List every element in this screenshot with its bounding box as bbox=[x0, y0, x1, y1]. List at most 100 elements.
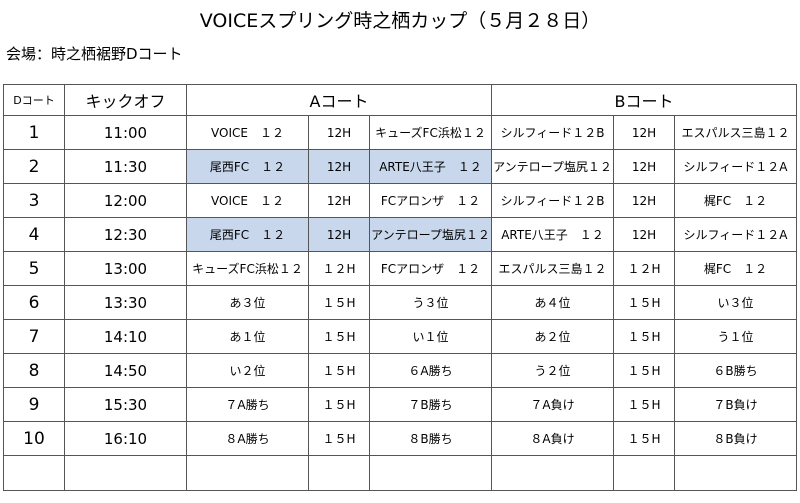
venue-label: 会場：時之栖裾野Dコート bbox=[6, 45, 183, 63]
a-court-category: 12H bbox=[308, 115, 370, 150]
table-row: 4 12:30 尾西FC １２ 12H アンテロープ塩尻１２ ARTE八王子 １２ 12H シ… bbox=[3, 217, 798, 252]
a-court-category: １５H bbox=[308, 353, 370, 388]
empty-cell bbox=[3, 455, 65, 491]
kickoff-time: 11:00 bbox=[64, 115, 187, 150]
kickoff-time: 15:30 bbox=[64, 387, 187, 422]
b-court-away-team: 梶FC １２ bbox=[673, 183, 798, 218]
a-court-category: １５H bbox=[308, 319, 370, 354]
b-court-category: 12H bbox=[613, 183, 675, 218]
a-court-away-team: FCアロンザ １２ bbox=[369, 251, 492, 286]
a-court-category: １５H bbox=[308, 387, 370, 422]
schedule-body: 1 11:00 VOICE １２ 12H キューズFC浜松１２ シルフィード１２B 12H エ… bbox=[3, 115, 798, 491]
a-court-home-team: VOICE １２ bbox=[186, 115, 309, 150]
b-court-category: １２H bbox=[613, 251, 675, 286]
b-court-away-team: シルフィード１２A bbox=[673, 149, 798, 184]
b-court-away-team: い３位 bbox=[673, 285, 798, 320]
b-court-away-team: ６B勝ち bbox=[673, 353, 798, 388]
kickoff-time: 12:00 bbox=[64, 183, 187, 218]
b-court-home-team: う２位 bbox=[491, 353, 614, 388]
b-court-away-team: シルフィード１２A bbox=[673, 217, 798, 252]
a-court-away-team: う３位 bbox=[369, 285, 492, 320]
a-court-home-team: 尾西FC １２ bbox=[186, 217, 309, 252]
header-b-court: Bコート bbox=[490, 84, 798, 116]
a-court-home-team: い２位 bbox=[186, 353, 309, 388]
b-court-home-team: ８A負け bbox=[491, 421, 614, 456]
table-row: 5 13:00 キューズFC浜松１２ １２H FCアロンザ １２ エスパルス三島１２ １２H… bbox=[3, 251, 798, 286]
a-court-home-team: ７A勝ち bbox=[186, 387, 309, 422]
table-header-row: Dコート キックオフ Aコート Bコート bbox=[3, 84, 798, 116]
kickoff-time: 14:50 bbox=[64, 353, 187, 388]
a-court-category: １２H bbox=[308, 251, 370, 286]
a-court-away-team: ７B勝ち bbox=[369, 387, 492, 422]
empty-row bbox=[3, 455, 798, 491]
empty-cell bbox=[369, 455, 492, 491]
header-court: Dコート bbox=[3, 84, 65, 116]
a-court-away-team: ６A勝ち bbox=[369, 353, 492, 388]
a-court-category: 12H bbox=[308, 149, 370, 184]
header-kickoff: キックオフ bbox=[64, 84, 187, 116]
b-court-home-team: ７A負け bbox=[491, 387, 614, 422]
a-court-home-team: ８A勝ち bbox=[186, 421, 309, 456]
header-a-court: Aコート bbox=[186, 84, 492, 116]
match-number: 6 bbox=[3, 285, 65, 320]
a-court-away-team: キューズFC浜松１２ bbox=[369, 115, 492, 150]
table-row: 2 11:30 尾西FC １２ 12H ARTE八王子 １２ アンテロープ塩尻１２ 12H シ… bbox=[3, 149, 798, 184]
b-court-home-team: あ２位 bbox=[491, 319, 614, 354]
a-court-away-team: アンテロープ塩尻１２ bbox=[369, 217, 492, 252]
table-row: 3 12:00 VOICE １２ 12H FCアロンザ １２ シルフィード１２B 12H 梶F… bbox=[3, 183, 798, 218]
table-row: 6 13:30 あ３位 １５H う３位 あ４位 １５H い３位 bbox=[3, 285, 798, 320]
a-court-home-team: 尾西FC １２ bbox=[186, 149, 309, 184]
kickoff-time: 11:30 bbox=[64, 149, 187, 184]
a-court-away-team: ８B勝ち bbox=[369, 421, 492, 456]
a-court-category: 12H bbox=[308, 217, 370, 252]
page-title: VOICEスプリング時之栖カップ（５月２８日） bbox=[199, 10, 601, 32]
b-court-away-team: ８B負け bbox=[673, 421, 798, 456]
match-number: 4 bbox=[3, 217, 65, 252]
empty-cell bbox=[186, 455, 309, 491]
b-court-category: １５H bbox=[613, 285, 675, 320]
b-court-home-team: シルフィード１２B bbox=[491, 115, 614, 150]
table-row: 10 16:10 ８A勝ち １５H ８B勝ち ８A負け １５H ８B負け bbox=[3, 421, 798, 456]
b-court-home-team: ARTE八王子 １２ bbox=[491, 217, 614, 252]
match-number: 2 bbox=[3, 149, 65, 184]
a-court-category: 12H bbox=[308, 183, 370, 218]
kickoff-time: 13:30 bbox=[64, 285, 187, 320]
empty-cell bbox=[673, 455, 798, 491]
empty-cell bbox=[491, 455, 614, 491]
b-court-home-team: シルフィード１２B bbox=[491, 183, 614, 218]
b-court-category: １５H bbox=[613, 421, 675, 456]
a-court-away-team: ARTE八王子 １２ bbox=[369, 149, 492, 184]
match-number: 3 bbox=[3, 183, 65, 218]
a-court-category: １５H bbox=[308, 421, 370, 456]
table-row: 9 15:30 ７A勝ち １５H ７B勝ち ７A負け １５H ７B負け bbox=[3, 387, 798, 422]
b-court-category: １５H bbox=[613, 319, 675, 354]
kickoff-time: 12:30 bbox=[64, 217, 187, 252]
a-court-home-team: キューズFC浜松１２ bbox=[186, 251, 309, 286]
b-court-away-team: う１位 bbox=[673, 319, 798, 354]
match-number: 5 bbox=[3, 251, 65, 286]
match-number: 8 bbox=[3, 353, 65, 388]
table-row: 1 11:00 VOICE １２ 12H キューズFC浜松１２ シルフィード１２B 12H エ… bbox=[3, 115, 798, 150]
kickoff-time: 14:10 bbox=[64, 319, 187, 354]
kickoff-time: 16:10 bbox=[64, 421, 187, 456]
match-number: 10 bbox=[3, 421, 65, 456]
table-row: 8 14:50 い２位 １５H ６A勝ち う２位 １５H ６B勝ち bbox=[3, 353, 798, 388]
empty-cell bbox=[308, 455, 370, 491]
empty-cell bbox=[64, 455, 187, 491]
match-number: 9 bbox=[3, 387, 65, 422]
a-court-category: １５H bbox=[308, 285, 370, 320]
b-court-category: 12H bbox=[613, 149, 675, 184]
b-court-category: １５H bbox=[613, 387, 675, 422]
schedule-table: Dコート キックオフ Aコート Bコート 1 11:00 VOICE １２ 12H キュ… bbox=[3, 84, 798, 491]
b-court-category: 12H bbox=[613, 115, 675, 150]
match-number: 7 bbox=[3, 319, 65, 354]
b-court-category: １５H bbox=[613, 353, 675, 388]
b-court-home-team: あ４位 bbox=[491, 285, 614, 320]
a-court-home-team: あ３位 bbox=[186, 285, 309, 320]
a-court-home-team: VOICE １２ bbox=[186, 183, 309, 218]
kickoff-time: 13:00 bbox=[64, 251, 187, 286]
a-court-away-team: い１位 bbox=[369, 319, 492, 354]
a-court-away-team: FCアロンザ １２ bbox=[369, 183, 492, 218]
a-court-home-team: あ１位 bbox=[186, 319, 309, 354]
empty-cell bbox=[613, 455, 675, 491]
